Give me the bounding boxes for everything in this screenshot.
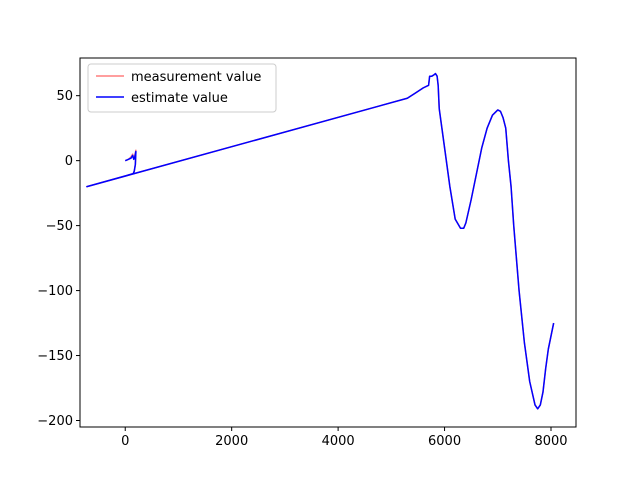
axes	[79, 57, 577, 428]
series-line-measurement	[86, 72, 555, 410]
x-tick-label: 4000	[322, 434, 355, 449]
y-tick-label: −100	[37, 284, 73, 299]
series-line-estimate	[86, 72, 555, 410]
y-tick-label: −50	[46, 219, 73, 234]
x-tick-label: 8000	[534, 434, 567, 449]
x-tick-label: 2000	[215, 434, 248, 449]
series-layer	[86, 72, 555, 410]
x-tick-label: 6000	[428, 434, 461, 449]
y-tick-label: 0	[65, 154, 73, 169]
y-tick-label: 50	[56, 89, 73, 104]
y-tick-label: −150	[37, 349, 73, 364]
y-axis: −200 −150 −100 −50 0 50	[37, 89, 80, 429]
legend-label-measurement: measurement value	[131, 70, 261, 85]
legend: measurement value estimate value	[87, 63, 277, 113]
legend-box	[87, 63, 277, 113]
legend-label-estimate: estimate value	[131, 91, 228, 106]
y-tick-label: −200	[37, 414, 73, 429]
x-tick-label: 0	[121, 434, 129, 449]
x-axis: 0 2000 4000 6000 8000	[121, 427, 568, 449]
plot-frame	[79, 57, 577, 428]
